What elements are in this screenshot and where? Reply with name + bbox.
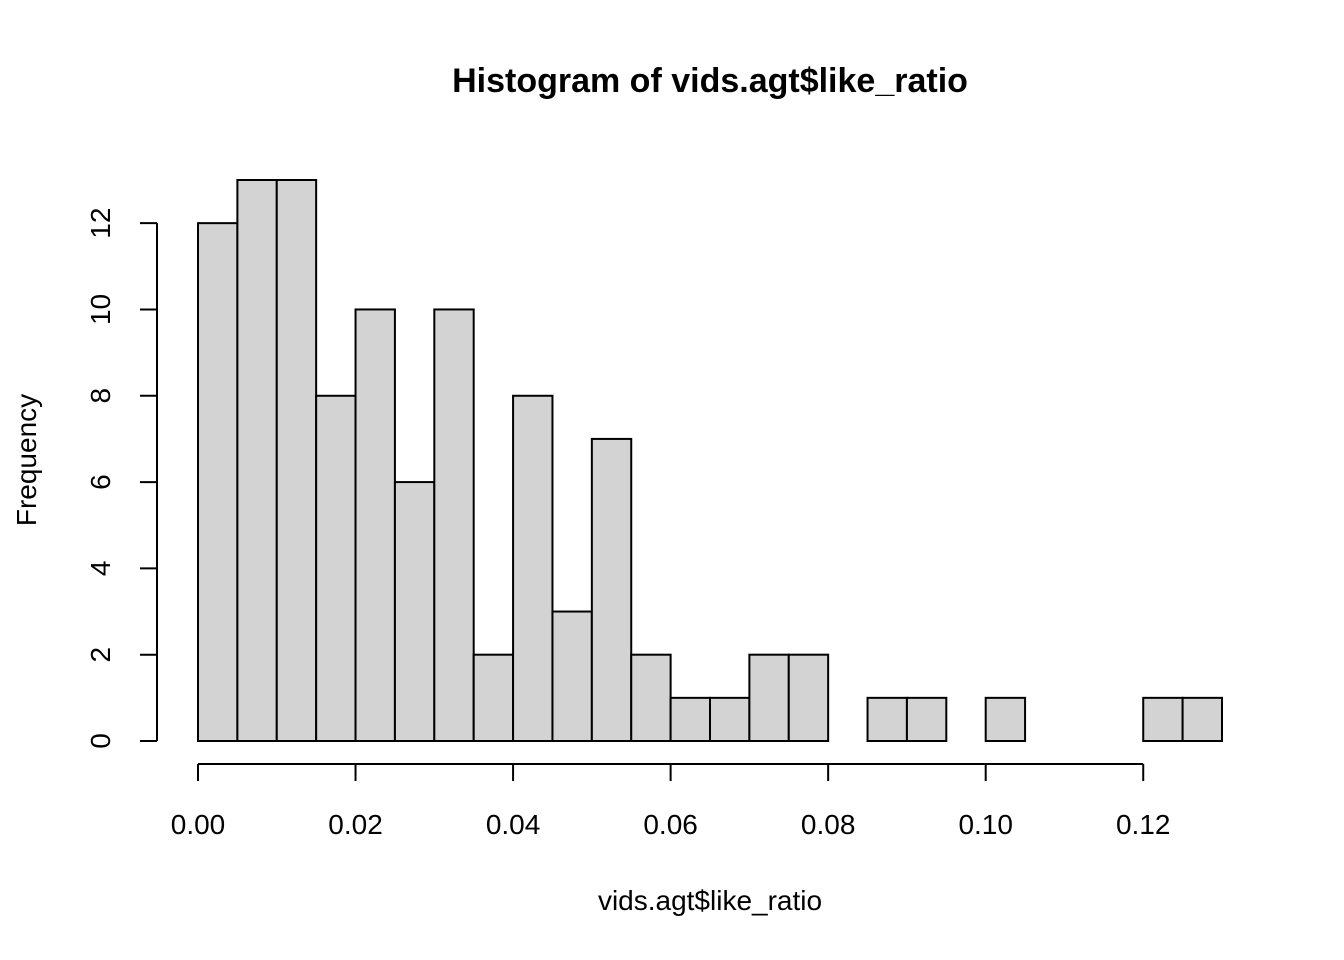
y-axis-label: Frequency [11,394,42,526]
histogram-bar [984,696,1027,742]
y-axis: 0 2 4 6 8 10 12 [85,208,158,749]
histogram-bar [354,308,396,742]
histogram-bar [1181,696,1223,742]
y-tick-label: 12 [85,208,116,239]
x-axis: 0.00 0.02 0.04 0.06 0.08 0.10 0.12 [171,763,1171,840]
x-tick-label: 0.00 [171,809,226,840]
x-tick-label: 0.06 [643,809,698,840]
bars-group [197,179,1223,743]
histogram-bar [275,179,318,742]
y-tick-label: 0 [85,733,116,749]
histogram-bar [709,696,751,742]
x-tick-label: 0.02 [328,809,383,840]
x-tick-label: 0.08 [801,809,856,840]
histogram-bar [236,179,278,742]
histogram-bar [472,653,515,743]
histogram-bar [433,308,475,742]
histogram-bar [315,394,357,742]
x-tick-label: 0.04 [486,809,541,840]
y-tick-label: 6 [85,474,116,490]
histogram-bar [787,653,830,743]
histogram-bar [866,696,908,742]
y-tick-label: 10 [85,294,116,325]
histogram-bar [393,481,436,742]
y-tick-label: 8 [85,388,116,404]
histogram-bar [1142,696,1184,742]
histogram-bar [512,394,554,742]
x-tick-label: 0.10 [958,809,1013,840]
histogram-bar [905,696,948,742]
histogram-bar [551,610,593,742]
histogram-bar [748,653,790,743]
chart-title: Histogram of vids.agt$like_ratio [452,62,968,100]
y-tick-label: 2 [85,647,116,663]
histogram-bar [630,653,672,743]
histogram-bar [197,222,239,742]
histogram-bar [669,696,711,742]
y-tick-label: 4 [85,561,116,577]
x-tick-label: 0.12 [1116,809,1171,840]
x-axis-label: vids.agt$like_ratio [598,885,822,916]
histogram-bar [590,437,633,742]
